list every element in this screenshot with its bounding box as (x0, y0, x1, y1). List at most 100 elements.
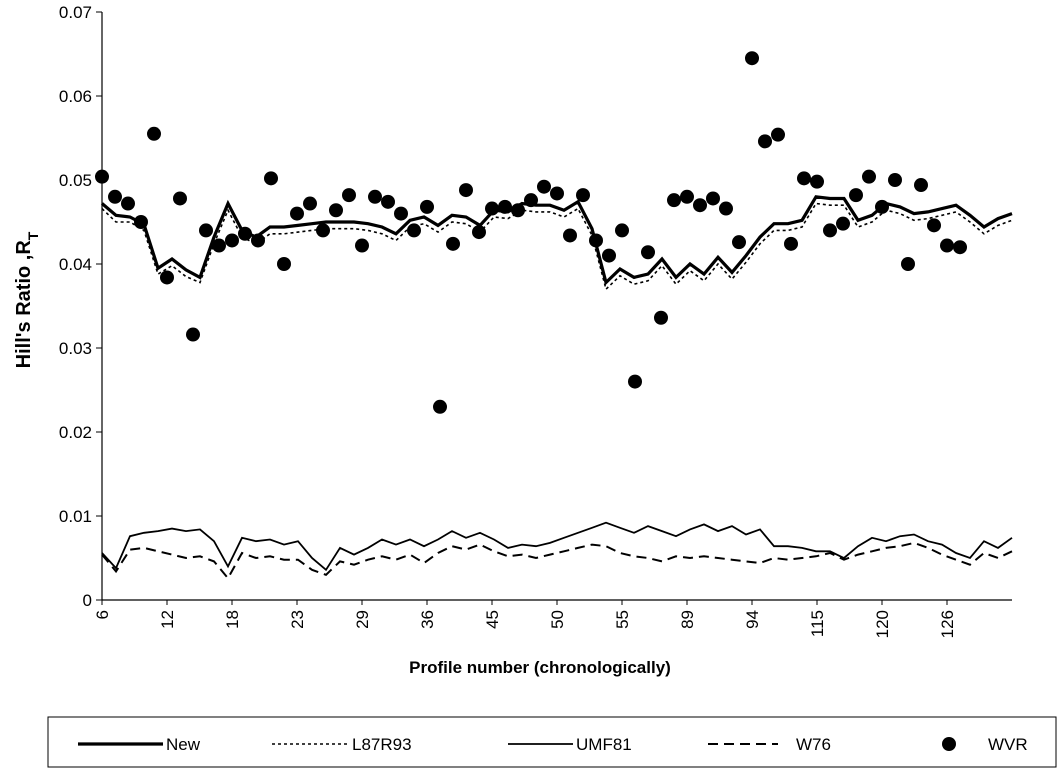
legend: New L87R93 UMF81 W76 WVR (47, 716, 1057, 768)
data-point-wvr (563, 228, 577, 243)
data-point-wvr (550, 186, 564, 201)
data-point-wvr (303, 196, 317, 211)
y-tick-label: 0.03 (59, 339, 92, 358)
data-point-wvr (511, 203, 525, 218)
legend-label-wvr: WVR (988, 735, 1028, 754)
data-point-wvr (602, 248, 616, 263)
data-point-wvr (719, 201, 733, 216)
x-tick-label: 115 (808, 610, 827, 637)
legend-label-umf81: UMF81 (576, 735, 632, 754)
data-point-wvr (784, 236, 798, 251)
data-point-wvr (953, 240, 967, 255)
data-point-wvr (472, 225, 486, 240)
data-point-wvr (797, 171, 811, 186)
data-point-wvr (914, 178, 928, 193)
data-point-wvr (485, 201, 499, 216)
x-tick-label: 50 (548, 610, 567, 629)
data-point-wvr (368, 189, 382, 204)
data-point-wvr (524, 193, 538, 208)
axis-layer: 0 0.01 0.02 0.03 0.04 0.05 0.06 0.07 6 12 18 23 29 36… (59, 3, 1012, 638)
data-point-wvr (745, 51, 759, 66)
data-point-wvr (771, 127, 785, 142)
data-point-wvr (576, 188, 590, 203)
data-point-wvr (277, 257, 291, 271)
y-tick-label: 0.04 (59, 255, 92, 274)
x-tick-label: 23 (288, 610, 307, 629)
data-point-wvr (173, 191, 187, 206)
data-point-wvr (849, 188, 863, 203)
data-point-wvr (108, 189, 122, 204)
series-line-umf81 (101, 521, 1013, 572)
y-tick-label: 0 (83, 591, 92, 610)
x-tick-label: 29 (353, 610, 372, 629)
data-point-wvr (459, 183, 473, 198)
data-point-wvr (407, 223, 421, 238)
data-point-wvr (667, 193, 681, 208)
x-tick-label: 126 (938, 610, 957, 638)
data-point-wvr (433, 399, 447, 414)
x-tick-label: 36 (418, 610, 437, 629)
data-point-wvr (446, 236, 460, 251)
legend-frame (47, 716, 1057, 768)
data-point-wvr (498, 199, 512, 214)
data-point-wvr (628, 374, 642, 389)
data-point-wvr (355, 238, 369, 253)
series-line-w76 (101, 541, 1013, 580)
data-point-wvr (875, 199, 889, 214)
y-tick-label: 0.05 (59, 171, 92, 190)
data-point-wvr (225, 233, 239, 248)
y-tick-label: 0.01 (59, 507, 92, 526)
data-point-wvr (732, 235, 746, 250)
x-tick-label: 12 (158, 610, 177, 629)
data-point-wvr (680, 189, 694, 204)
legend-label-new: New (166, 735, 201, 754)
x-tick-label: 6 (93, 610, 112, 619)
data-point-wvr (134, 215, 148, 229)
data-point-wvr (329, 203, 343, 218)
data-point-wvr (420, 199, 434, 214)
data-point-wvr (290, 206, 304, 221)
x-tick-label: 89 (678, 610, 697, 629)
legend-label-l87r93: L87R93 (352, 735, 412, 754)
data-point-wvr (381, 194, 395, 209)
data-point-wvr (160, 270, 174, 285)
data-point-wvr (186, 327, 200, 342)
data-point-wvr (823, 223, 837, 238)
x-tick-label: 94 (743, 610, 762, 629)
data-point-wvr (251, 233, 265, 248)
y-tick-label: 0.06 (59, 87, 92, 106)
legend-marker-wvr (942, 737, 956, 751)
y-tick-label: 0.07 (59, 3, 92, 22)
x-tick-label: 120 (873, 610, 892, 638)
data-point-wvr (342, 188, 356, 203)
x-axis-label: Profile number (chronologically) (409, 658, 671, 677)
data-point-wvr (537, 179, 551, 194)
data-point-wvr (758, 134, 772, 149)
data-point-wvr (888, 173, 902, 187)
data-point-wvr (862, 169, 876, 184)
data-point-wvr (394, 206, 408, 221)
data-point-wvr (706, 191, 720, 206)
data-point-wvr (940, 238, 954, 253)
data-point-wvr (264, 171, 278, 186)
x-tick-label: 45 (483, 610, 502, 629)
data-point-wvr (654, 310, 668, 325)
plot-area (102, 12, 1012, 600)
plot-background (102, 12, 1012, 600)
x-tick-label: 55 (613, 610, 632, 629)
data-point-wvr (615, 223, 629, 238)
data-point-wvr (641, 245, 655, 260)
data-point-wvr (927, 218, 941, 233)
y-tick-label: 0.02 (59, 423, 92, 442)
data-point-wvr (212, 238, 226, 253)
data-point-wvr (836, 216, 850, 231)
legend-label-w76: W76 (796, 735, 831, 754)
data-point-wvr (121, 196, 135, 211)
data-point-wvr (316, 223, 330, 238)
data-point-wvr (199, 223, 213, 238)
data-point-wvr (147, 126, 161, 141)
y-axis-label: Hill's Ratio ,RT (13, 231, 41, 368)
x-tick-label: 18 (223, 610, 242, 629)
data-point-wvr (693, 198, 707, 213)
